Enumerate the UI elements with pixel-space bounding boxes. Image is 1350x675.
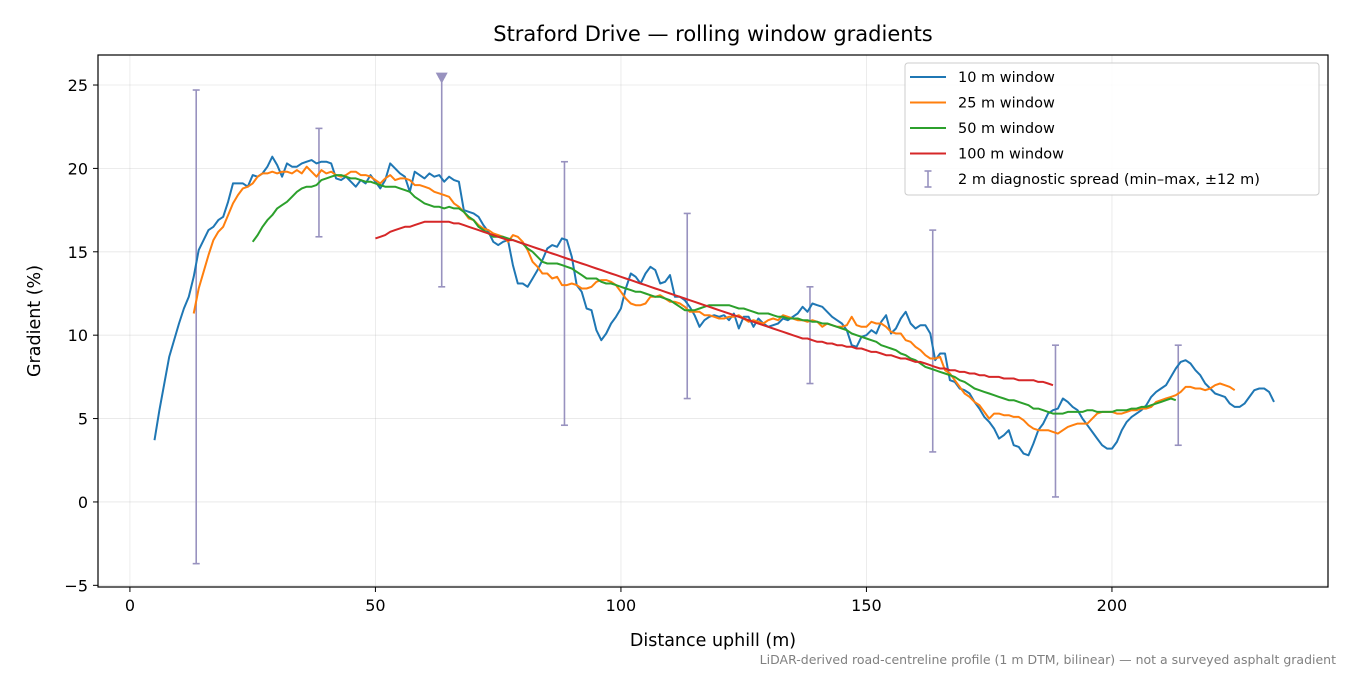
series-line-25-m-window [192,165,1236,435]
legend-label: 100 m window [958,147,1064,163]
footnote: LiDAR-derived road-centreline profile (1… [760,652,1336,667]
series-layer [153,155,1275,457]
x-tick-label: 200 [1097,596,1128,615]
diagnostic-errorbar [560,160,568,427]
series-line-100-m-window [375,220,1054,387]
x-tick-label: 50 [365,596,385,615]
plot-frame [97,54,1329,588]
diagnostic-errorbar [192,89,200,565]
x-axis-title: Distance uphill (m) [630,631,796,651]
clipped-marker [435,72,448,84]
diagnostic-errorbar [1174,344,1182,447]
y-tick-label: 25 [68,76,88,95]
y-tick-label: 10 [68,326,88,345]
legend-box [904,62,1320,196]
y-tick-label: 20 [68,159,88,178]
x-tick-label: 150 [851,596,882,615]
diagnostic-errorbar [683,212,691,400]
y-tick-label: 5 [78,410,88,429]
diagnostic-spread-layer [192,72,1182,565]
diagnostic-errorbar [1051,344,1059,498]
legend-label: 50 m window [958,121,1055,137]
legend-errorbar-symbol [924,170,932,188]
x-tick-label: 0 [125,596,135,615]
legend-label: 25 m window [958,96,1055,112]
y-tick-label: 0 [78,493,88,512]
legend-label: 2 m diagnostic spread (min–max, ±12 m) [958,172,1260,188]
y-axis-title: Gradient (%) [25,265,45,377]
diagnostic-errorbar [929,229,937,453]
y-axis: −5 0 5 10 15 20 25 [64,76,98,595]
diagnostic-errorbar [806,286,814,385]
x-tick-label: 100 [606,596,637,615]
series-line-10-m-window [153,155,1275,457]
legend-label: 10 m window [958,70,1055,86]
chart-title: Straford Drive — rolling window gradient… [493,22,933,46]
legend: 10 m window 25 m window 50 m window 100 m w… [904,62,1320,196]
x-axis: 0 50 100 150 200 [125,587,1127,615]
y-tick-label: −5 [64,576,88,595]
y-tick-label: 15 [68,243,88,262]
series-line-50-m-window [251,174,1177,415]
